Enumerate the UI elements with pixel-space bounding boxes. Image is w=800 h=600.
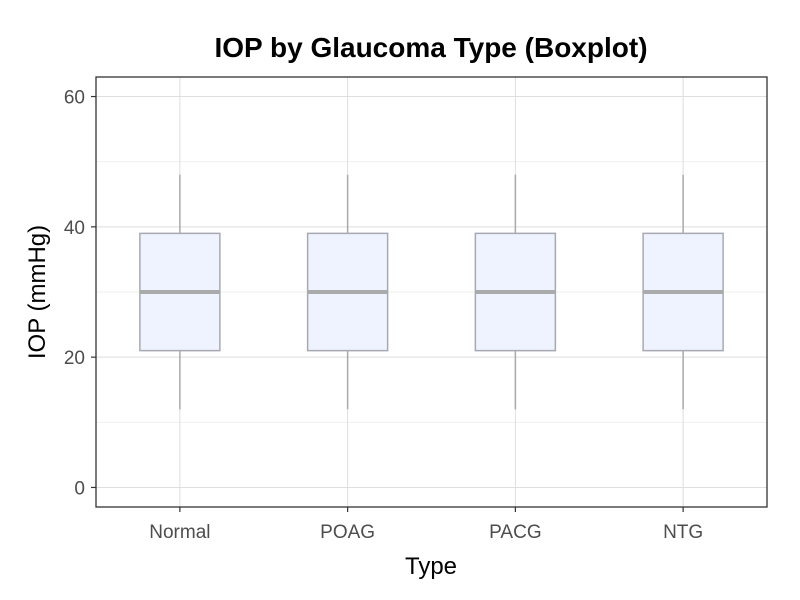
- y-tick-label: 40: [64, 218, 85, 239]
- x-tick-label: Normal: [149, 522, 210, 543]
- x-tick-label: POAG: [320, 522, 375, 543]
- panel-border: [95, 76, 768, 508]
- x-tick-label: NTG: [663, 522, 703, 543]
- x-tick-label: PACG: [489, 522, 541, 543]
- y-tick-label: 0: [74, 478, 85, 499]
- y-axis-label: IOP (mmHg): [24, 225, 51, 359]
- y-tick-label: 20: [64, 348, 85, 369]
- y-tick-label: 60: [64, 88, 85, 109]
- tick-layer: 0 20 40 60 Normal POAG PACG NTG: [64, 88, 703, 543]
- chart-title: IOP by Glaucoma Type (Boxplot): [214, 32, 647, 63]
- x-axis-label: Type: [405, 553, 457, 580]
- box-layer: [139, 174, 724, 410]
